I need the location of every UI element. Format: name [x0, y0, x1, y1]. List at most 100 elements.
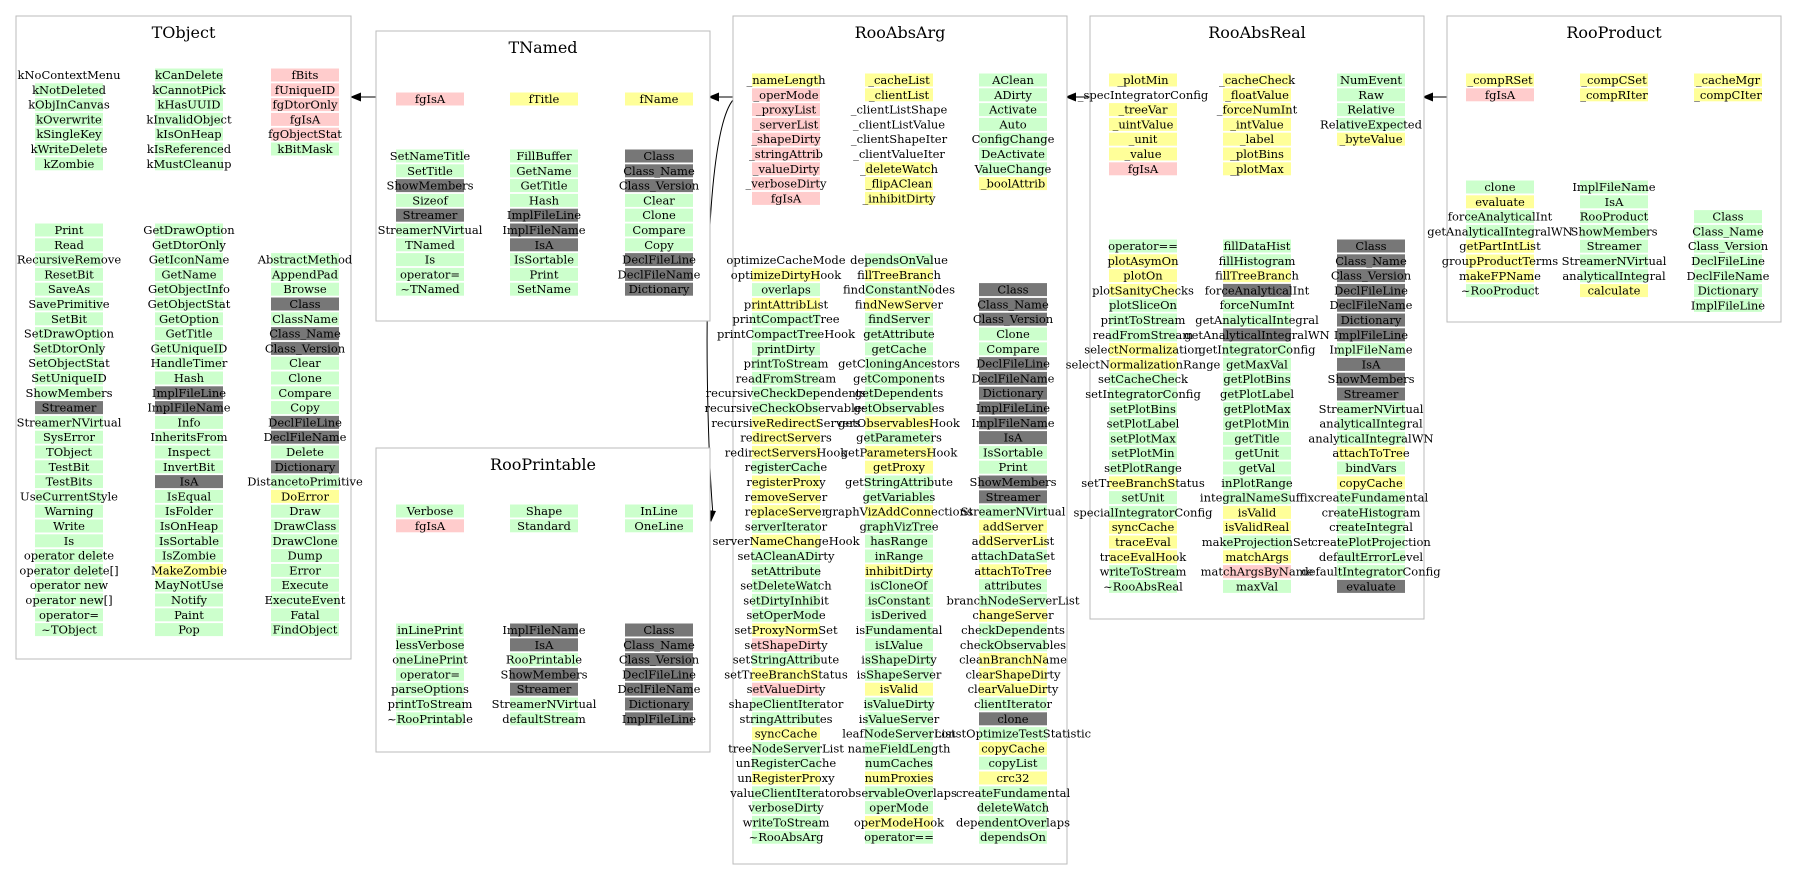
member-cell: IsSortable — [510, 253, 578, 267]
member-name: lessVerbose — [396, 638, 465, 652]
member-cell-fill — [625, 282, 693, 296]
member-cell-fill — [1337, 579, 1405, 593]
member-cell: dependsOn — [979, 830, 1047, 844]
member-cell: Inspect — [155, 445, 223, 459]
member-name: _byteValue — [1339, 132, 1402, 146]
member-cell-fill — [271, 356, 339, 370]
member-cell: createIntegral — [1329, 520, 1413, 534]
member-cell: printDirty — [752, 342, 820, 356]
member-cell-fill — [625, 504, 693, 518]
member-cell-fill — [752, 283, 820, 297]
member-cell: inRange — [865, 549, 933, 563]
member-cell: printToStream — [1101, 313, 1186, 327]
member-cell-fill — [1223, 117, 1291, 131]
member-cell-fill — [155, 297, 223, 311]
member-cell-fill — [1694, 284, 1762, 298]
member-cell: attributes — [979, 579, 1047, 593]
member-cell-fill — [35, 312, 103, 326]
member-cell-fill — [510, 638, 578, 652]
member-name: makeProjectionSet — [1202, 535, 1313, 549]
member-name: writeToStream — [1100, 565, 1187, 579]
member-cell-fill — [979, 771, 1047, 785]
member-cell-fill — [865, 786, 933, 800]
member-name: addServer — [983, 519, 1044, 533]
member-cell: Verbose — [396, 504, 464, 518]
member-cell-fill — [510, 179, 578, 193]
member-cell-fill — [35, 238, 103, 252]
member-name: ImplFileName — [1572, 180, 1655, 194]
member-name: ADirty — [993, 88, 1032, 102]
member-cell: DeclFileLine — [622, 253, 696, 267]
member-cell-fill — [396, 149, 464, 163]
member-cell: getComponents — [853, 371, 945, 385]
member-cell: ValueChange — [974, 162, 1052, 176]
member-cell-fill — [510, 193, 578, 207]
member-name: fBits — [292, 68, 319, 82]
member-cell-fill — [752, 653, 820, 667]
member-cell: Class_Name — [1692, 224, 1764, 238]
member-cell: Streamer — [35, 401, 103, 415]
member-name: Class_Version — [1688, 239, 1769, 253]
member-cell-fill — [1337, 283, 1405, 297]
member-name: AbstractMethod — [257, 253, 353, 267]
member-name: Class — [1355, 239, 1386, 253]
member-name: serverNameChangeHook — [712, 534, 860, 548]
member-cell: writeToStream — [1100, 565, 1187, 579]
member-cell-fill — [271, 608, 339, 622]
member-cell: MakeZombie — [151, 563, 227, 577]
member-cell: ImplFileName — [1329, 343, 1412, 357]
member-cell-fill — [155, 623, 223, 637]
member-cell: getPlotMin — [1223, 417, 1291, 431]
member-name: kCannotPick — [152, 83, 227, 97]
member-cell: Paint — [155, 608, 223, 622]
member-cell: getVal — [1223, 461, 1291, 475]
member-name: clientIterator — [974, 697, 1052, 711]
member-name: Compare — [986, 342, 1039, 356]
member-cell-fill — [979, 638, 1047, 652]
member-cell-fill — [1223, 357, 1291, 371]
member-cell: createFundamental — [956, 786, 1071, 800]
member-name: RooProduct — [1580, 210, 1649, 224]
member-name: makeFPName — [1459, 269, 1541, 283]
member-name: ImplFileLine — [507, 208, 581, 222]
member-name: _specIntegratorConfig — [1078, 88, 1209, 102]
member-cell-fill — [979, 786, 1047, 800]
member-name: kNotDeleted — [32, 83, 107, 97]
member-name: kInvalidObject — [146, 112, 232, 126]
member-cell: operModeHook — [854, 815, 945, 829]
member-cell-fill — [625, 653, 693, 667]
member-cell: TestBits — [35, 475, 103, 489]
member-name: _plotMax — [1230, 162, 1284, 176]
member-cell-fill — [752, 312, 820, 326]
member-cell: Class — [979, 283, 1047, 297]
member-name: ~RooAbsArg — [749, 830, 825, 844]
member-cell-fill — [865, 162, 933, 176]
member-cell-fill — [752, 73, 820, 87]
member-cell-fill — [1580, 88, 1648, 102]
member-cell-fill — [1109, 550, 1177, 564]
member-name: observableOverlaps — [841, 786, 957, 800]
member-cell: _boolAttrib — [979, 177, 1047, 191]
member-cell: Class — [1337, 239, 1405, 253]
member-name: DeclFileLine — [976, 357, 1050, 371]
member-name: DeclFileName — [1330, 298, 1413, 312]
member-cell: Clone — [979, 327, 1047, 341]
member-cell-fill — [396, 223, 464, 237]
member-cell: SetObjectStat — [28, 356, 110, 370]
member-cell: GetObjectStat — [148, 297, 231, 311]
member-name: isFundamental — [856, 623, 943, 637]
member-cell-fill — [1337, 461, 1405, 475]
member-cell-fill — [35, 267, 103, 281]
member-cell: Dictionary — [271, 460, 339, 474]
member-cell: branchNodeServerList — [947, 593, 1080, 607]
member-name: Info — [177, 415, 200, 429]
member-cell: _clientListValue — [853, 117, 945, 131]
member-cell-fill — [1223, 283, 1291, 297]
member-cell: Delete — [271, 445, 339, 459]
member-cell-fill — [865, 815, 933, 829]
member-cell-fill — [271, 327, 339, 341]
member-cell-fill — [155, 282, 223, 296]
member-cell-fill — [752, 490, 820, 504]
member-cell: SetName — [510, 282, 578, 296]
member-cell-fill — [271, 519, 339, 533]
